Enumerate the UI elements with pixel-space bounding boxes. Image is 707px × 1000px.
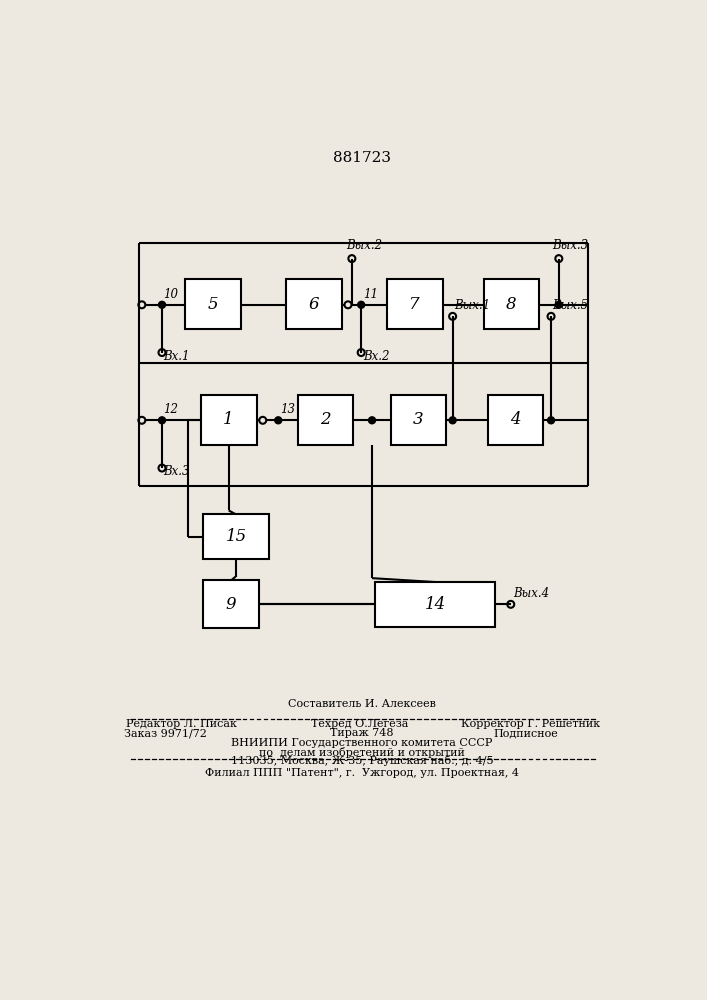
Circle shape bbox=[158, 301, 165, 308]
Text: 11: 11 bbox=[363, 288, 378, 301]
Text: Вх.2: Вх.2 bbox=[363, 350, 390, 363]
Text: Редактор Л. Писак: Редактор Л. Писак bbox=[126, 719, 237, 729]
Text: Корректор Г. Решетник: Корректор Г. Решетник bbox=[460, 719, 600, 729]
Text: Составитель И. Алексеев: Составитель И. Алексеев bbox=[288, 699, 436, 709]
Text: 8: 8 bbox=[506, 296, 517, 313]
Text: 6: 6 bbox=[308, 296, 320, 313]
Text: Филиал ППП "Патент", г.  Ужгород, ул. Проектная, 4: Филиал ППП "Патент", г. Ужгород, ул. Про… bbox=[205, 768, 519, 778]
Text: 14: 14 bbox=[425, 596, 446, 613]
Text: Вх.3: Вх.3 bbox=[163, 465, 190, 478]
Bar bbox=[286, 279, 341, 329]
Bar bbox=[488, 395, 543, 445]
Circle shape bbox=[449, 417, 456, 424]
Circle shape bbox=[547, 417, 554, 424]
Bar bbox=[391, 395, 446, 445]
Bar bbox=[375, 582, 495, 627]
Text: 881723: 881723 bbox=[333, 151, 391, 165]
Text: 1: 1 bbox=[223, 411, 234, 428]
Text: 7: 7 bbox=[409, 296, 420, 313]
Circle shape bbox=[555, 301, 562, 308]
Bar bbox=[484, 279, 539, 329]
Circle shape bbox=[275, 417, 281, 424]
Text: 13: 13 bbox=[280, 403, 295, 416]
Bar bbox=[298, 395, 354, 445]
Text: 113035, Москва, Ж-35, Раушская наб., д. 4/5: 113035, Москва, Ж-35, Раушская наб., д. … bbox=[230, 755, 493, 766]
Text: Техред О.Легеза: Техред О.Легеза bbox=[311, 719, 409, 729]
Text: Вых.2: Вых.2 bbox=[346, 239, 382, 252]
Text: 3: 3 bbox=[413, 411, 423, 428]
Text: 15: 15 bbox=[226, 528, 247, 545]
Text: ВНИИПИ Государственного комитета СССР: ВНИИПИ Государственного комитета СССР bbox=[231, 738, 493, 748]
Bar bbox=[203, 514, 269, 559]
Text: Тираж 748: Тираж 748 bbox=[330, 728, 394, 738]
Text: Подписное: Подписное bbox=[494, 728, 559, 738]
Text: 2: 2 bbox=[320, 411, 331, 428]
Text: Вых.5: Вых.5 bbox=[553, 299, 589, 312]
Circle shape bbox=[368, 417, 375, 424]
Circle shape bbox=[158, 417, 165, 424]
Text: по  делам изобретений и открытий: по делам изобретений и открытий bbox=[259, 747, 465, 758]
Text: Вх.1: Вх.1 bbox=[163, 350, 190, 363]
Text: 9: 9 bbox=[226, 596, 236, 613]
Text: Вых.3: Вых.3 bbox=[553, 239, 589, 252]
Bar bbox=[203, 580, 259, 628]
Circle shape bbox=[358, 301, 365, 308]
Bar bbox=[185, 279, 241, 329]
Bar bbox=[387, 279, 443, 329]
Text: Заказ 9971/72: Заказ 9971/72 bbox=[124, 728, 207, 738]
Text: 10: 10 bbox=[163, 288, 179, 301]
Text: Вых.4: Вых.4 bbox=[513, 587, 549, 600]
Text: 5: 5 bbox=[208, 296, 218, 313]
Text: 12: 12 bbox=[163, 403, 179, 416]
Text: 4: 4 bbox=[510, 411, 521, 428]
Text: Вых.1: Вых.1 bbox=[454, 299, 490, 312]
Bar bbox=[201, 395, 257, 445]
